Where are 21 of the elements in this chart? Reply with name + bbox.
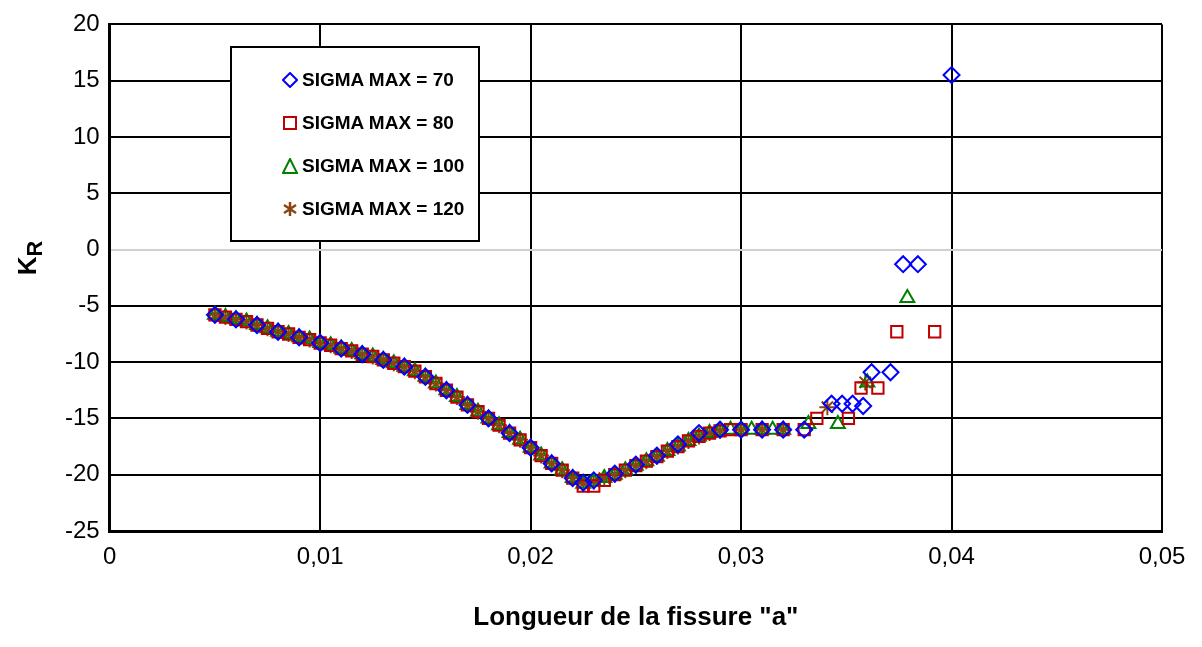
y-tick-label: 20 [72, 9, 100, 37]
y-tick-label: -15 [65, 403, 100, 431]
y-tick-label: -20 [65, 459, 100, 487]
y-tick-label: -5 [78, 290, 100, 318]
legend-label: SIGMA MAX = 120 [302, 197, 465, 220]
legend-label: SIGMA MAX = 100 [302, 154, 465, 177]
y-tick-label: -25 [65, 515, 100, 543]
legend-label: SIGMA MAX = 80 [302, 111, 454, 134]
y-tick-label: 15 [72, 65, 100, 93]
y-tick-label: 5 [86, 177, 100, 205]
x-axis-title: Longueur de la fissure "a" [473, 600, 799, 631]
x-tick-label: 0,04 [928, 542, 975, 570]
y-tick-label: -10 [65, 346, 100, 374]
y-tick-label: 0 [86, 234, 100, 262]
x-tick-label: 0,03 [717, 542, 765, 570]
x-tick-label: 0,01 [296, 542, 344, 570]
legend-label: SIGMA MAX = 70 [302, 68, 454, 91]
x-tick-label: 0,05 [1138, 542, 1186, 570]
x-tick-label: 0,02 [507, 542, 554, 570]
x-tick-label: 0 [103, 542, 117, 570]
y-tick-label: 10 [72, 121, 100, 149]
